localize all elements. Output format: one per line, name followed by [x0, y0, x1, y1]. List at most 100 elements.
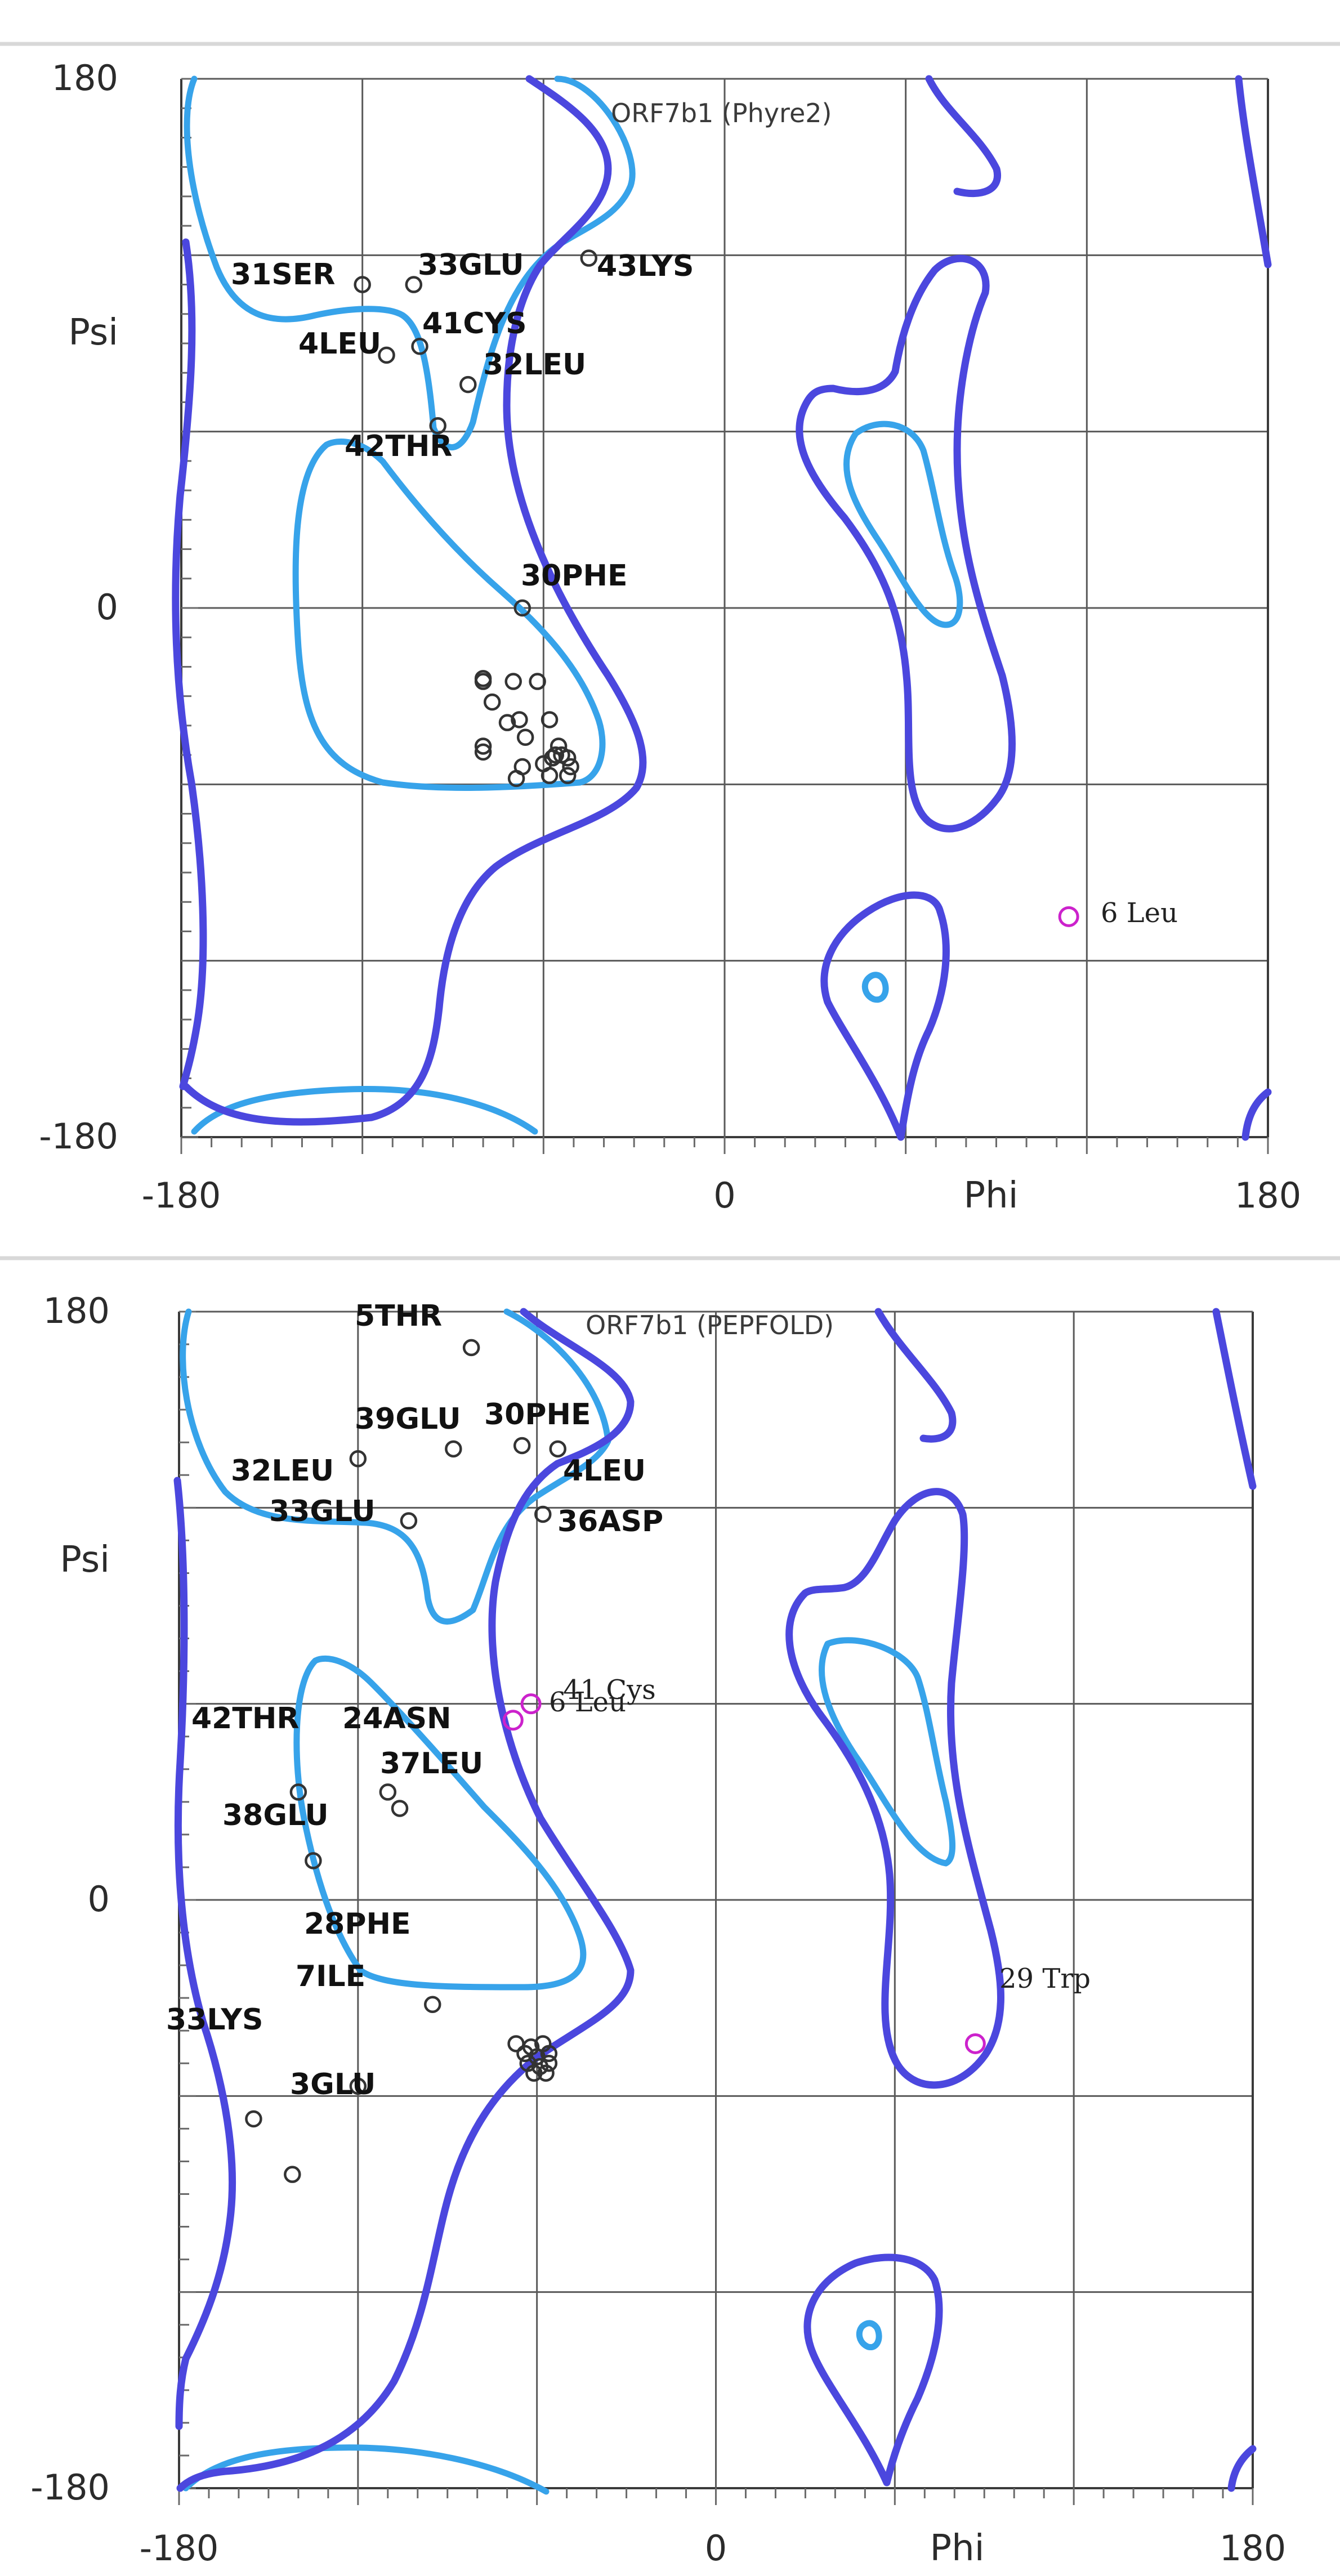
- residue-point: [513, 599, 531, 617]
- residue-label: 3GLU: [290, 2068, 376, 2101]
- residue-points: [354, 249, 1079, 927]
- residue-label: 43LYS: [597, 249, 694, 283]
- outlier-residue-point: [1058, 906, 1079, 927]
- residue-point: [507, 2035, 525, 2052]
- favored-region-left-handed: [843, 421, 963, 628]
- outlier-residue-point: [520, 1693, 542, 1715]
- allowed-region-right-upper: [925, 75, 1001, 198]
- y-tick-label: 180: [52, 57, 118, 99]
- allowed-region-contours: [173, 1308, 1257, 2495]
- x-axis-title: Phi: [964, 1175, 1019, 1217]
- plot-title: ORF7b1 (Phyre2): [611, 98, 832, 128]
- x-tick-label: 180: [1220, 2528, 1286, 2569]
- x-tick-label: -180: [140, 2528, 219, 2569]
- favored-region-small-loop: [856, 2320, 882, 2350]
- residue-point: [540, 2045, 558, 2063]
- residue-label: 41CYS: [422, 307, 527, 341]
- residue-point: [411, 337, 428, 355]
- residue-point: [400, 1512, 418, 1530]
- ramachandran-plot-pepfold: 5THR 39GLU 30PHE 32LEU 4LEU 33GLU 36ASP 41 Cys 6…: [0, 1255, 1340, 2576]
- residue-label: 33GLU: [418, 248, 524, 282]
- residue-point: [483, 693, 501, 711]
- residue-point: [429, 417, 446, 435]
- residue-label: 33LYS: [166, 2003, 263, 2037]
- favored-region-bottom: [191, 1085, 538, 1135]
- residue-label: 33GLU: [269, 1495, 376, 1528]
- x-tick-label: 0: [705, 2528, 727, 2569]
- residue-point: [462, 1339, 480, 1357]
- residue-point: [289, 1783, 307, 1801]
- residue-point: [534, 1505, 552, 1523]
- residue-point: [511, 711, 528, 728]
- residue-point: [562, 758, 579, 776]
- residue-label: 6 Leu: [1101, 897, 1178, 929]
- residue-point: [378, 346, 395, 364]
- residue-label: 32LEU: [231, 1454, 334, 1488]
- allowed-region-contours: [172, 75, 1272, 1141]
- residue-point: [498, 714, 516, 731]
- outlier-residue-point: [964, 2033, 986, 2054]
- residue-label: 36ASP: [557, 1505, 663, 1539]
- residue-point: [504, 673, 522, 690]
- allowed-region-right-edge-bottom: [1227, 2445, 1257, 2492]
- y-tick-label: 0: [88, 1879, 110, 1920]
- allowed-region-right-edge-bottom: [1241, 1088, 1272, 1141]
- ramachandran-plot-pepfold-svg: 5THR 39GLU 30PHE 32LEU 4LEU 33GLU 36ASP 41 Cys6…: [0, 1256, 1340, 2569]
- residue-point: [541, 767, 559, 784]
- residue-point: [305, 1852, 322, 1870]
- residue-label: 30PHE: [521, 559, 628, 593]
- favored-region-beta: [184, 75, 636, 450]
- residue-point: [459, 375, 477, 393]
- y-tick-label: -180: [39, 1116, 118, 1157]
- residue-point: [559, 767, 577, 784]
- outlier-residue-point: [502, 1710, 524, 1731]
- residue-label: 7ILE: [296, 1960, 365, 1993]
- residue-point: [349, 2077, 367, 2095]
- residue-label: 30PHE: [484, 1398, 591, 1432]
- residue-label: 39GLU: [355, 1402, 461, 1436]
- residue-point: [474, 743, 492, 761]
- residue-point: [474, 737, 492, 755]
- favored-region-bottom: [182, 2444, 550, 2495]
- residue-point: [540, 2055, 558, 2072]
- residue-point: [580, 249, 597, 267]
- allowed-region-lower-loop: [803, 2253, 943, 2486]
- residue-point: [245, 2110, 262, 2128]
- residue-point: [424, 1996, 441, 2014]
- x-tick-label: 0: [713, 1175, 735, 1216]
- plot-title: ORF7b1 (PEPFOLD): [586, 1310, 834, 1340]
- allowed-region-left-handed: [785, 1488, 1004, 2089]
- residue-label: 6 Leu: [549, 1687, 626, 1718]
- residue-point: [507, 770, 525, 788]
- allowed-region-left-edge: [172, 238, 207, 1090]
- residue-label: 4LEU: [298, 327, 381, 361]
- ramachandran-plot-phyre2-svg: 31SER 33GLU 43LYS 4LEU 41CYS 32LEU 42THR 30PHE 6…: [0, 42, 1340, 1217]
- allowed-region-lower-loop: [820, 891, 950, 1141]
- residue-point: [525, 2064, 543, 2082]
- residue-points: [245, 1339, 986, 2183]
- residue-label: 42THR: [191, 1702, 299, 1736]
- x-tick-label: 180: [1235, 1175, 1301, 1216]
- residue-point: [516, 728, 534, 746]
- residue-point: [349, 1450, 367, 1468]
- residue-label: 37LEU: [380, 1747, 483, 1781]
- residue-label: 5THR: [355, 1299, 442, 1333]
- y-tick-label: -180: [30, 2467, 110, 2508]
- residue-point: [537, 2064, 555, 2082]
- favored-region-left-handed: [819, 1637, 956, 1867]
- residue-point: [379, 1783, 397, 1801]
- residue-label: 4LEU: [563, 1454, 646, 1488]
- residue-label: 24ASN: [342, 1702, 452, 1736]
- y-axis-title: Psi: [68, 312, 118, 354]
- residue-point: [553, 746, 570, 764]
- y-tick-label: 180: [43, 1290, 110, 1331]
- residue-point: [445, 1440, 462, 1458]
- ramachandran-plot-phyre2: 31SER 33GLU 43LYS 4LEU 41CYS 32LEU 42THR 30PHE 6…: [0, 0, 1340, 1255]
- allowed-region-left-handed: [796, 254, 1016, 833]
- y-axis-title: Psi: [60, 1539, 110, 1581]
- favored-region-alpha: [293, 1655, 587, 1991]
- x-axis-title: Phi: [930, 2528, 985, 2569]
- residue-label: 29 Trp: [999, 1963, 1091, 1994]
- x-tick-label: -180: [142, 1175, 221, 1216]
- residue-label: 41 Cys: [563, 1674, 656, 1706]
